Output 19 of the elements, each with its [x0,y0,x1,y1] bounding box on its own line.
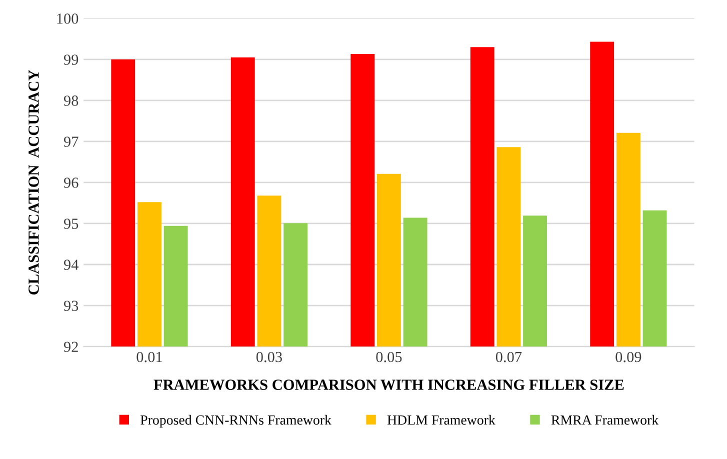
y-tick-label: 99 [64,54,78,65]
y-tick-label: 97 [64,136,78,147]
y-tick-label: 100 [57,14,78,24]
y-tick-label: 96 [64,178,78,188]
y-tick-label: 98 [64,96,78,106]
legend-label: Proposed CNN-RNNs Framework [140,414,332,428]
legend-label: RMRA Framework [551,414,659,425]
x-tick-label: 0.09 [616,352,642,362]
y-tick-label: 95 [64,218,78,229]
legend-label: HDLM Framework [387,414,496,425]
x-tick-label: 0.07 [496,352,522,362]
y-tick-label: 93 [64,300,78,311]
x-tick-label: 0.01 [136,352,162,362]
y-tick-label: 92 [64,342,78,352]
x-tick-label: 0.05 [376,352,402,362]
x-tick-label: 0.03 [256,352,282,362]
y-axis-title: CLASSIFICATION ACCURACY [28,70,39,294]
y-tick-label: 94 [64,260,79,270]
x-axis-title: FRAMEWORKS COMPARISON WITH INCREASING FILLER SIZE [154,380,624,390]
